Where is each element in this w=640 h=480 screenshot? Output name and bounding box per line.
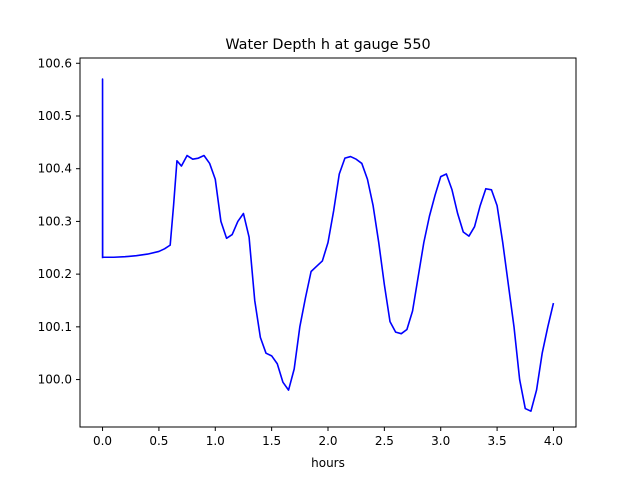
y-tick-label: 100.2 (38, 267, 72, 281)
y-tick-label: 100.5 (38, 109, 72, 123)
x-tick-label: 0.0 (93, 434, 112, 448)
x-tick-label: 2.5 (375, 434, 394, 448)
x-axis: 0.0 0.5 1.0 1.5 2.0 2.5 3.0 3.5 4.0 (93, 427, 563, 448)
y-tick-label: 100.6 (38, 56, 72, 70)
x-tick-label: 3.0 (431, 434, 450, 448)
x-tick-label: 2.0 (318, 434, 337, 448)
x-tick-label: 4.0 (544, 434, 563, 448)
y-tick-label: 100.1 (38, 320, 72, 334)
y-tick-label: 100.4 (38, 162, 72, 176)
x-tick-label: 1.5 (262, 434, 281, 448)
x-tick-label: 0.5 (149, 434, 168, 448)
y-tick-label: 100.3 (38, 214, 72, 228)
y-tick-label: 100.0 (38, 373, 72, 387)
x-tick-label: 3.5 (488, 434, 507, 448)
plot-area (101, 78, 555, 412)
series-line-0 (101, 78, 555, 412)
y-axis: 100.0 100.1 100.2 100.3 100.4 100.5 100.6 (38, 56, 80, 387)
x-tick-label: 1.0 (206, 434, 225, 448)
x-axis-label: hours (311, 456, 345, 470)
chart-title: Water Depth h at gauge 550 (225, 37, 430, 53)
